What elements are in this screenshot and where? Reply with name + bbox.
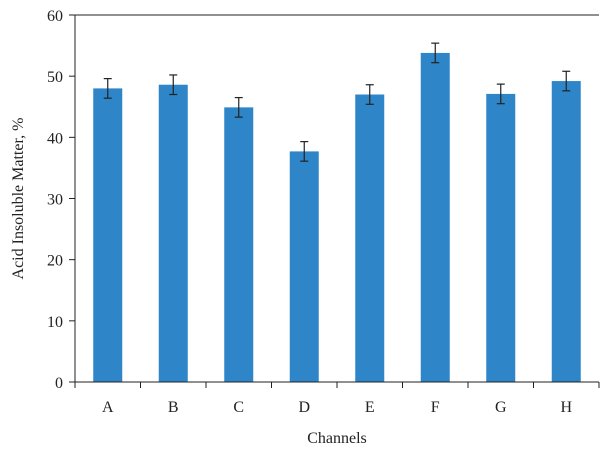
- y-tick-label-50: 50: [47, 69, 63, 86]
- y-ticks-group: 0 10 20 30 40 50 60: [47, 8, 75, 392]
- x-tick-label-c: C: [233, 399, 244, 416]
- bar-b: [158, 84, 188, 382]
- bar-f: [420, 52, 450, 382]
- x-axis-title: Channels: [307, 430, 367, 447]
- error-bar-h: [562, 70, 571, 92]
- bar-c: [224, 107, 254, 382]
- bar-e: [355, 94, 385, 383]
- bar-d: [289, 151, 319, 382]
- bar-h: [551, 81, 581, 382]
- y-tick-label-0: 0: [55, 375, 63, 392]
- x-tick-label-h: H: [560, 399, 572, 416]
- x-tick-label-b: B: [168, 399, 179, 416]
- x-ticks-group: A B C D E F G H: [74, 382, 600, 416]
- y-axis-title: Acid Insoluble Matter, %: [10, 118, 27, 280]
- x-tick-label-e: E: [365, 399, 375, 416]
- error-bar-b: [169, 74, 178, 96]
- error-bar-a: [103, 78, 112, 99]
- axes-group: [74, 14, 599, 383]
- y-tick-label-30: 30: [47, 192, 63, 209]
- x-tick-label-a: A: [102, 399, 114, 416]
- error-bar-g: [496, 83, 505, 105]
- error-bar-c: [234, 96, 243, 118]
- y-tick-label-60: 60: [47, 8, 63, 25]
- x-tick-label-d: D: [298, 399, 310, 416]
- error-bar-e: [365, 84, 374, 105]
- y-tick-label-40: 40: [47, 130, 63, 147]
- bar-g: [486, 93, 516, 382]
- bars-group: [93, 52, 581, 383]
- x-tick-label-f: F: [431, 399, 440, 416]
- y-tick-label-10: 10: [47, 314, 63, 331]
- error-bars-group: [103, 42, 571, 162]
- bar-a: [93, 88, 123, 383]
- error-bar-d: [300, 141, 309, 162]
- x-tick-label-g: G: [495, 399, 507, 416]
- error-bar-f: [431, 42, 440, 64]
- y-tick-label-20: 20: [47, 253, 63, 270]
